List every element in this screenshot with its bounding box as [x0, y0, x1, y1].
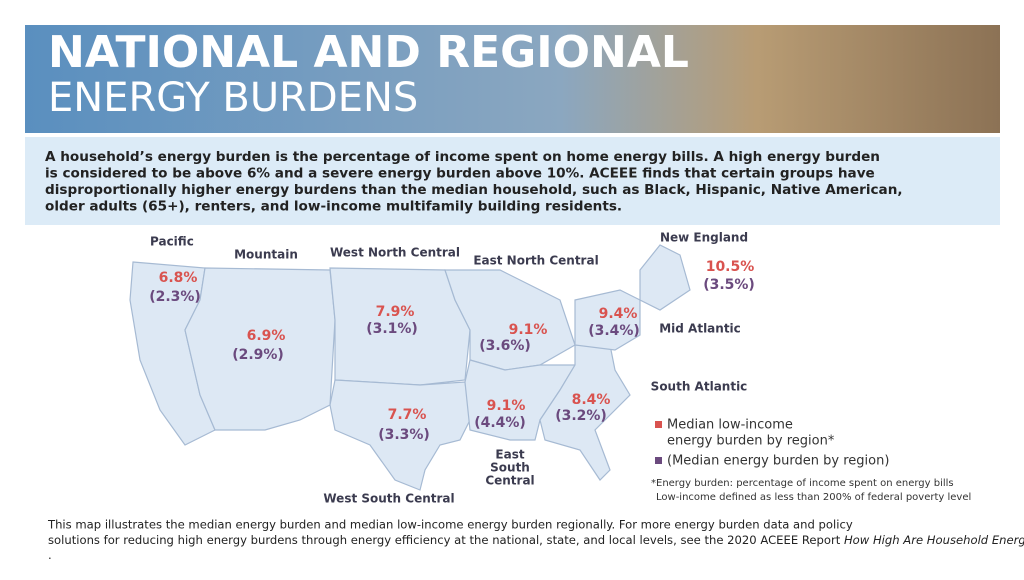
bottom-end: .: [48, 548, 52, 562]
legend-label: energy burden by region*: [667, 434, 835, 449]
low-income-burden: 10.5%: [706, 259, 755, 275]
region-name: New England: [660, 231, 748, 245]
intro-text: older adults (65+), renters, and low-inc…: [45, 199, 622, 215]
low-income-burden: 6.8%: [159, 270, 198, 286]
footnote: Low-income defined as less than 200% of …: [656, 492, 971, 503]
low-income-burden: 7.7%: [388, 407, 427, 423]
report-title: .: [48, 548, 52, 562]
region-name: Mountain: [234, 248, 298, 262]
low-income-burden: 9.4%: [599, 306, 638, 322]
median-burden: (2.9%): [232, 347, 284, 363]
legend-swatch: [655, 421, 662, 428]
bottom-text: solutions for reducing high energy burde…: [48, 533, 844, 547]
median-burden: (3.3%): [378, 427, 430, 443]
intro-text: is considered to be above 6% and a sever…: [45, 166, 875, 182]
region-name: East North Central: [473, 254, 598, 268]
bottom-text: This map illustrates the median energy b…: [47, 518, 853, 532]
region-shape: [539, 344, 631, 481]
median-burden: (3.6%): [479, 338, 531, 354]
region-name: East: [495, 448, 524, 462]
median-burden: (3.5%): [703, 277, 755, 293]
median-burden: (3.1%): [366, 321, 418, 337]
region-name: South: [490, 461, 530, 475]
bottom-text: solutions for reducing high energy burde…: [48, 533, 1024, 547]
median-burden: (4.4%): [474, 415, 526, 431]
low-income-burden: 6.9%: [247, 328, 286, 344]
low-income-burden: 9.1%: [487, 398, 526, 414]
title: NATIONAL AND REGIONAL: [48, 27, 689, 78]
intro-text: A household’s energy burden is the perce…: [45, 149, 880, 165]
low-income-burden: 9.1%: [509, 322, 548, 338]
region-name: South Atlantic: [651, 380, 748, 394]
low-income-burden: 7.9%: [376, 304, 415, 320]
legend-swatch: [655, 457, 662, 464]
map: [129, 244, 691, 491]
region-name: West South Central: [323, 492, 454, 506]
region-name: West North Central: [330, 246, 460, 260]
header-banner: [25, 25, 1000, 133]
region-name: Pacific: [150, 235, 194, 249]
footnote: *Energy burden: percentage of income spe…: [651, 478, 954, 489]
median-burden: (2.3%): [149, 289, 201, 305]
median-burden: (3.4%): [588, 323, 640, 339]
region-shape: [574, 289, 641, 351]
median-burden: (3.2%): [555, 408, 607, 424]
intro-box: [25, 137, 1000, 225]
report-title: How High Are Household Energy Burdens: [844, 533, 1024, 547]
region-name: Mid Atlantic: [659, 322, 741, 336]
region-shape: [639, 244, 691, 311]
legend-label: Median low-income: [667, 418, 793, 433]
title: ENERGY BURDENS: [48, 75, 418, 121]
low-income-burden: 8.4%: [572, 392, 611, 408]
legend-label: (Median energy burden by region): [667, 454, 889, 469]
intro-text: disproportionally higher energy burdens …: [45, 182, 903, 198]
region-name: Central: [485, 474, 534, 488]
